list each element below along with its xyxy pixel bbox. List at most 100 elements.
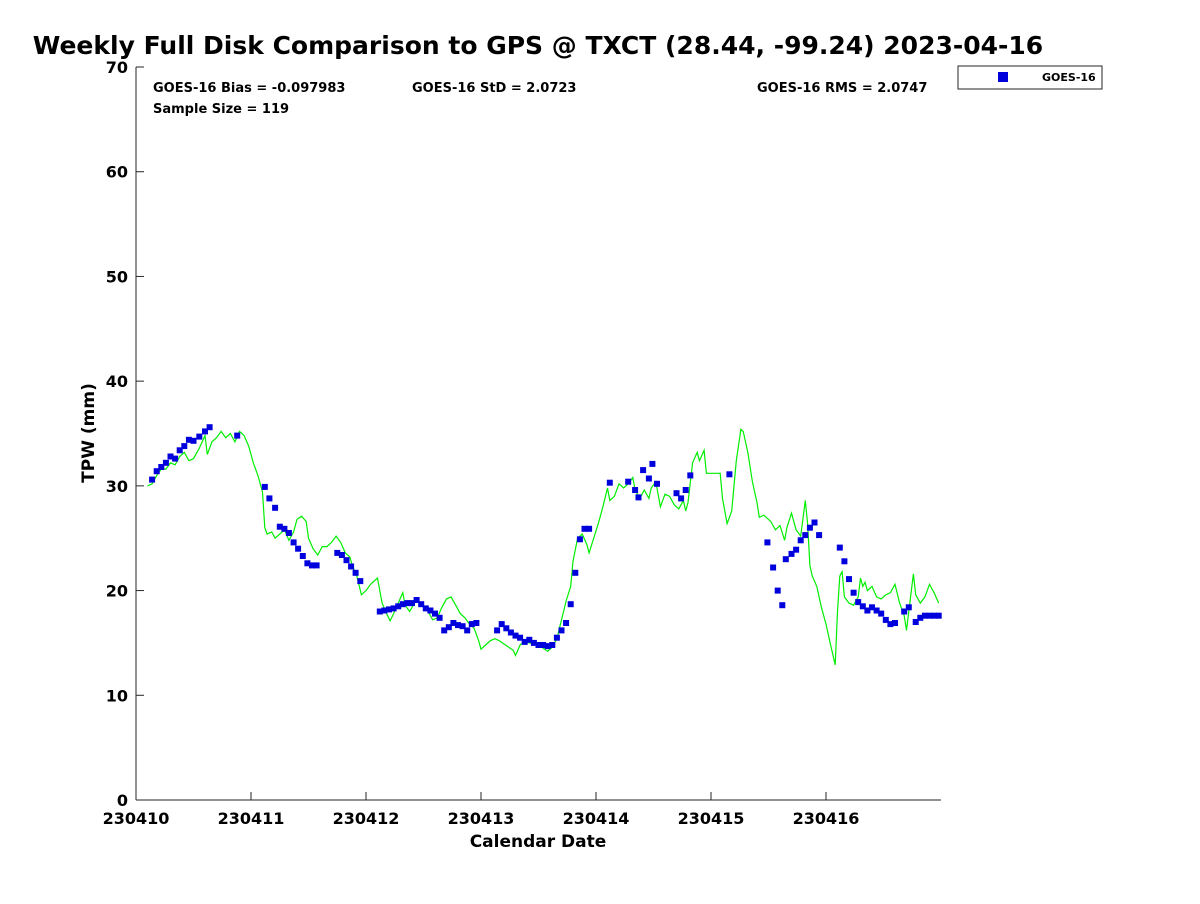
data-point [779,602,786,609]
data-point [196,433,203,440]
data-point [855,599,862,606]
data-point [445,624,452,631]
data-point [338,552,345,558]
data-point [357,578,364,585]
data-point [498,621,505,628]
data-point [816,532,823,539]
data-point [576,536,583,543]
data-point [649,460,656,467]
data-point [512,632,519,639]
data-point [422,605,429,612]
data-point [869,604,875,611]
data-point [632,487,639,493]
x-tick-label: 230413 [448,809,515,828]
y-tick-label: 10 [106,686,128,705]
ticks-layer: 0 10 20 30 40 50 60 70 230410 230411 230412 230413 2… [103,58,860,828]
data-point [153,468,160,475]
stats-sample-size: Sample Size = 119 [153,102,289,117]
data-point [266,495,273,502]
data-point [261,483,268,490]
data-point [309,562,315,569]
data-point [797,537,804,544]
data-point [931,612,938,619]
data-point [464,627,471,634]
data-point [281,525,288,532]
data-point [473,620,480,626]
data-point [535,642,542,648]
data-point [687,472,694,479]
data-point [606,479,613,486]
data-point [549,642,556,648]
data-point [276,523,283,530]
y-tick-label: 30 [106,477,128,496]
y-tick-label: 0 [117,791,128,810]
data-point [774,587,781,594]
data-point [299,553,306,559]
data-point [352,569,359,576]
data-point [521,638,528,645]
y-tick-label: 70 [106,58,128,77]
data-point [764,539,771,546]
data-point [441,627,448,634]
data-point [386,606,392,613]
data-point [640,467,647,474]
data-point [206,424,213,431]
data-point [935,612,942,619]
data-point [176,447,183,454]
data-point [503,625,510,632]
y-tick-label: 20 [106,582,128,601]
y-tick-label: 50 [106,267,128,286]
data-point [864,607,871,614]
data-point [878,610,885,617]
data-point [468,621,475,628]
data-point [553,634,560,641]
data-point [381,607,388,614]
data-point [162,459,169,466]
data-point [526,636,533,643]
data-point [343,557,350,564]
data-point [295,545,302,552]
data-point [873,607,880,614]
data-point [811,519,818,526]
data-point [572,569,579,576]
data-point [682,487,689,493]
data-point [926,612,933,619]
data-point [285,530,292,536]
data-point [882,616,889,623]
data-point [678,495,685,502]
data-point [782,556,789,563]
data-point [313,562,320,569]
data-point [418,601,425,608]
data-point [432,610,438,617]
data-point [399,601,406,608]
data-point [149,476,156,483]
data-point [859,603,866,610]
data-point [348,563,355,570]
data-point [190,437,197,444]
data-point [167,453,174,460]
data-point [181,443,188,450]
data-point [921,612,928,619]
data-point [673,490,680,497]
legend-box [957,65,1103,90]
data-point [459,623,466,630]
data-point [846,576,852,583]
data-point [234,432,241,439]
data-point [625,478,632,485]
data-point [427,607,434,614]
data-point [905,604,912,611]
data-point [770,564,777,571]
data-point [645,475,652,482]
data-point [390,605,397,612]
data-point [912,619,919,625]
plot-area: 0 10 20 30 40 50 60 70 230410 230411 230412 230413 2… [103,58,942,828]
data-point [172,455,179,462]
data-point [290,539,297,546]
data-point [544,643,551,650]
stats-bias: GOES-16 Bias = -0.097983 [153,81,345,96]
chart-title: Weekly Full Disk Comparison to GPS @ TXC… [33,31,1043,60]
x-tick-label: 230411 [218,809,285,828]
data-point [404,600,411,607]
series-layer [147,424,942,666]
